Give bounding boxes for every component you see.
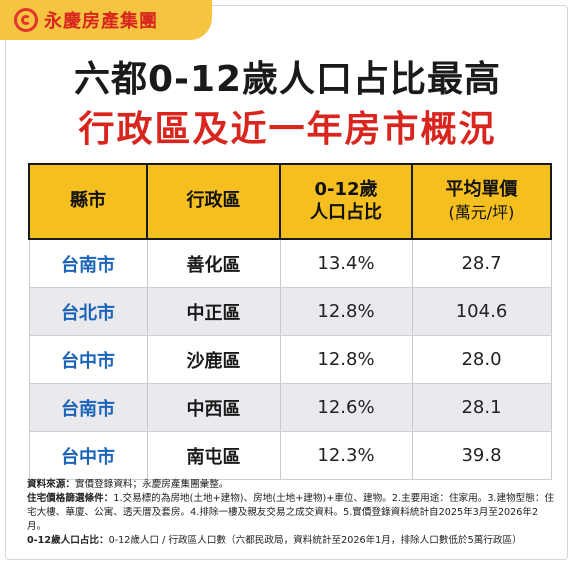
header-price: 平均單價 (萬元/坪) [411,163,552,240]
cell-city: 台南市 [28,383,148,432]
cell-city: 台北市 [28,287,148,336]
title-line-1: 六都0-12歲人口占比最高 [73,59,502,100]
note-ratio: 0-12歲人口占比：0-12歲人口 / 行政區人口數（六都民政局，資料統計至20… [27,535,522,546]
cell-city: 台中市 [28,431,148,480]
brand-logo-icon [14,8,38,32]
cell-ratio: 12.8% [279,287,413,336]
cell-ratio: 12.3% [279,431,413,480]
cell-district: 中西區 [146,383,281,432]
table-row: 台中市 沙鹿區 12.8% 28.0 [28,335,552,384]
cell-ratio: 13.4% [279,239,413,288]
cell-district: 善化區 [146,239,281,288]
cell-price: 28.7 [411,239,552,288]
cell-price: 28.1 [411,383,552,432]
cell-ratio: 12.6% [279,383,413,432]
cell-price: 104.6 [411,287,552,336]
cell-city: 台中市 [28,335,148,384]
table-row: 台南市 中西區 12.6% 28.1 [28,383,552,432]
note-source: 資料來源：實價登錄資料；永慶房產集團彙整。 [27,479,229,490]
cell-price: 28.0 [411,335,552,384]
note-criteria: 住宅價格篩選條件：1.交易標的為房地(土地+建物)、房地(土地+建物)+車位、建… [27,493,555,532]
brand-banner: 永慶房產集團 [0,0,212,40]
footnotes: 資料來源：實價登錄資料；永慶房產集團彙整。 住宅價格篩選條件：1.交易標的為房地… [27,478,557,548]
header-ratio: 0-12歲 人口占比 [279,163,413,240]
data-table: 縣市 行政區 0-12歲 人口占比 平均單價 (萬元/坪) 台南市 善化區 13.4… [28,163,552,480]
table-row: 台北市 中正區 12.8% 104.6 [28,287,552,336]
cell-district: 南屯區 [146,431,281,480]
cell-city: 台南市 [28,239,148,288]
title-line-2: 行政區及近一年房市概況 [78,109,497,150]
table-header-row: 縣市 行政區 0-12歲 人口占比 平均單價 (萬元/坪) [28,163,552,240]
table-row: 台中市 南屯區 12.3% 39.8 [28,431,552,480]
cell-district: 中正區 [146,287,281,336]
brand-name: 永慶房產集團 [44,11,158,32]
header-city: 縣市 [28,163,148,240]
cell-district: 沙鹿區 [146,335,281,384]
cell-ratio: 12.8% [279,335,413,384]
table-row: 台南市 善化區 13.4% 28.7 [28,239,552,288]
header-district: 行政區 [146,163,281,240]
cell-price: 39.8 [411,431,552,480]
